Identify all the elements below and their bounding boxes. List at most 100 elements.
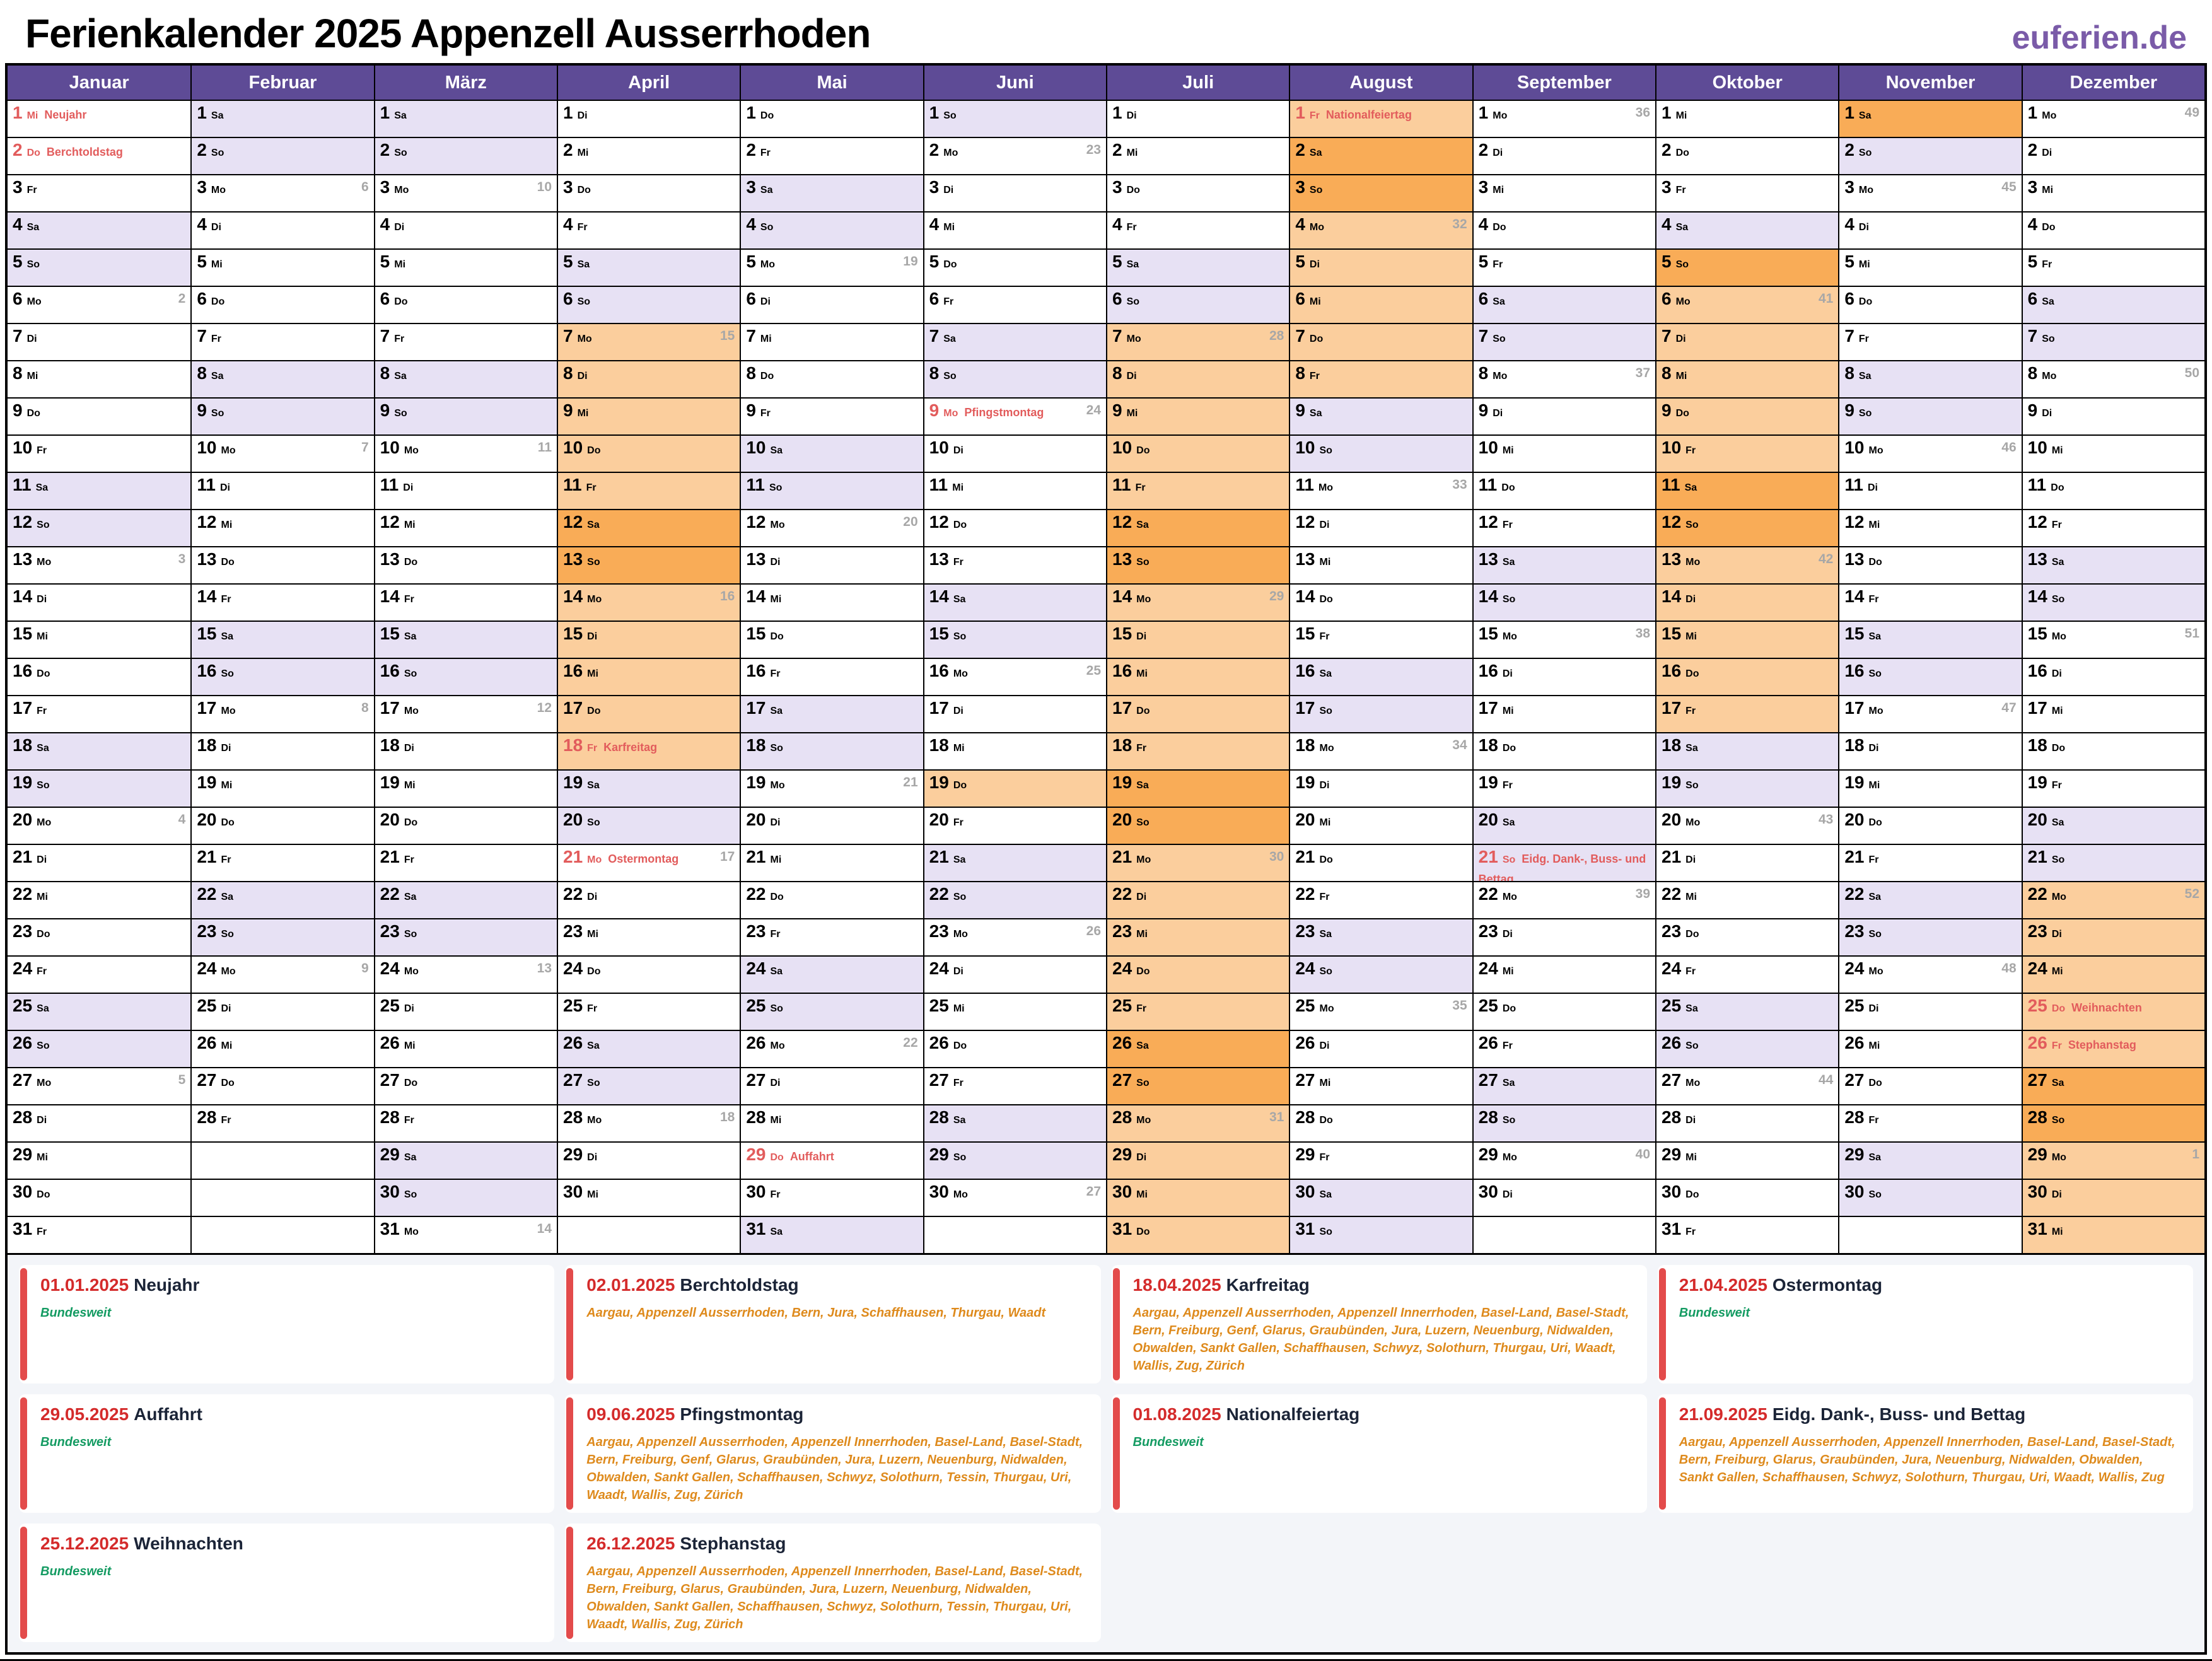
weekday-abbrev: Sa — [587, 780, 600, 791]
week-number: 7 — [361, 440, 369, 455]
day-cell — [190, 1216, 374, 1253]
weekday-abbrev: Mo — [1319, 743, 1334, 754]
weekday-abbrev: So — [1319, 706, 1332, 716]
day-number: 5 — [197, 252, 207, 271]
day-number: 2 — [746, 140, 756, 160]
day-number: 6 — [1112, 289, 1122, 308]
weekday-abbrev: Di — [219, 482, 230, 493]
day-number: 23 — [13, 921, 33, 941]
week-number: 12 — [537, 701, 552, 715]
weekday-abbrev: Fr — [404, 594, 414, 605]
day-cell: 18 Di — [190, 732, 374, 769]
day-number: 12 — [2027, 512, 2047, 532]
day-number: 8 — [563, 363, 573, 383]
day-cell: 5 Mi — [1838, 248, 2022, 286]
day-number: 4 — [197, 214, 207, 234]
legend-card: 01.08.2025 Nationalfeiertag Bundesweit — [1111, 1394, 1647, 1513]
day-cell: 1 Mo 49 — [2021, 100, 2204, 137]
weekday-abbrev: Do — [37, 668, 50, 679]
legend-holiday-scope: Bundesweit — [40, 1435, 112, 1449]
day-number: 21 — [13, 847, 33, 866]
day-cell: 28 So — [2021, 1104, 2204, 1141]
day-cell: 9 Di — [1472, 397, 1655, 434]
euferien-logo[interactable]: euferien.de — [2011, 20, 2187, 56]
day-cell: 5 Do — [923, 248, 1106, 286]
day-cell: 8 Di — [1106, 360, 1289, 397]
weekday-abbrev: Do — [1136, 966, 1150, 977]
day-cell: 22 Sa — [373, 881, 557, 918]
day-number: 6 — [197, 289, 207, 308]
day-cell: 6 So — [557, 286, 740, 323]
week-number: 24 — [1086, 403, 1101, 417]
day-number: 10 — [1478, 438, 1498, 457]
day-number: 26 — [2027, 1033, 2047, 1052]
weekday-abbrev: Do — [1858, 296, 1873, 307]
day-cell: 14 So — [2021, 583, 2204, 621]
weekday-abbrev: So — [211, 148, 224, 158]
day-number: 14 — [1662, 586, 1682, 606]
week-number: 40 — [1635, 1147, 1650, 1162]
day-number: 11 — [746, 475, 765, 494]
day-cell: 19 Mo 21 — [740, 769, 923, 807]
day-number: 13 — [929, 549, 949, 569]
weekday-abbrev: Di — [2051, 929, 2062, 940]
day-number: 21 — [563, 847, 583, 866]
legend-card: 26.12.2025 Stephanstag Aargau, Appenzell A… — [565, 1524, 1101, 1642]
weekday-abbrev: Sa — [35, 482, 49, 493]
day-number: 12 — [1844, 512, 1865, 532]
day-cell: 7 Mo 15 — [557, 323, 740, 360]
day-number: 7 — [380, 326, 390, 346]
day-cell: 28 Fr — [373, 1104, 557, 1141]
day-cell: 16 Mi — [1106, 658, 1289, 695]
day-number: 30 — [380, 1182, 400, 1201]
weekday-abbrev: Mo — [221, 445, 236, 456]
day-number: 12 — [13, 512, 33, 532]
legend-holiday-name: Berchtoldstag — [680, 1275, 799, 1295]
weekday-abbrev: Fr — [1493, 259, 1503, 270]
day-cell: 18 Do — [2021, 732, 2204, 769]
day-number: 21 — [1295, 847, 1315, 866]
weekday-abbrev: Di — [770, 1078, 781, 1088]
week-number: 20 — [903, 515, 918, 529]
weekday-abbrev: Di — [953, 445, 963, 456]
day-cell: 29 So — [923, 1141, 1106, 1179]
weekday-abbrev: Fr — [1136, 1003, 1147, 1014]
weekday-abbrev: Di — [1502, 1189, 1513, 1200]
day-cell: 23 Mo 26 — [923, 918, 1106, 955]
day-cell: 20 Do — [1838, 807, 2022, 844]
legend-holiday-scope: Aargau, Appenzell Ausserrhoden, Appenzel… — [586, 1435, 1083, 1502]
day-number: 20 — [1112, 810, 1132, 829]
day-number: 5 — [2027, 252, 2038, 271]
day-cell: 24 So — [1289, 955, 1472, 993]
day-cell: 7 Di — [8, 323, 191, 360]
day-cell: 29 Do Auffahrt — [740, 1141, 923, 1179]
day-cell: 23 Mi — [557, 918, 740, 955]
weekday-abbrev: Di — [953, 966, 963, 977]
day-cell: 14 Fr — [1838, 583, 2022, 621]
weekday-abbrev: Mi — [1136, 1189, 1148, 1200]
day-cell: 14 Mo 29 — [1106, 583, 1289, 621]
day-number: 18 — [1478, 735, 1498, 755]
day-cell — [1472, 1216, 1655, 1253]
day-cell: 6 Mi — [1289, 286, 1472, 323]
week-number: 4 — [178, 812, 186, 827]
day-number: 4 — [746, 214, 756, 234]
weekday-abbrev: Mi — [577, 148, 589, 158]
calendar-grid: Januar Februar März April Mai Juni Juli August S… — [8, 66, 2204, 1255]
holiday-label: Nationalfeiertag — [1325, 108, 1412, 121]
legend-red-bar — [20, 1527, 27, 1639]
weekday-abbrev: So — [2051, 594, 2065, 605]
weekday-abbrev: Mi — [952, 482, 964, 493]
day-cell: 4 Sa — [8, 211, 191, 248]
day-cell: 11 Mo 33 — [1289, 472, 1472, 509]
weekday-abbrev: So — [1868, 1189, 1882, 1200]
weekday-abbrev: Di — [1675, 334, 1686, 344]
day-cell: 3 Mi — [1472, 174, 1655, 211]
day-cell: 21 So — [2021, 844, 2204, 881]
day-cell: 27 Fr — [923, 1067, 1106, 1104]
day-number: 7 — [13, 326, 23, 346]
day-number: 19 — [197, 772, 217, 792]
day-number: 26 — [929, 1033, 949, 1052]
weekday-abbrev: Sa — [1868, 892, 1882, 902]
day-number: 28 — [13, 1107, 33, 1127]
